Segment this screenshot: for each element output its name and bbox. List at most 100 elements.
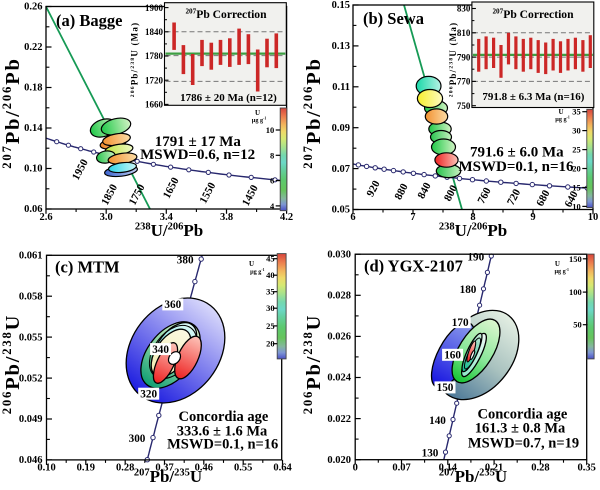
svg-text:0.14: 0.14 [439,463,458,474]
svg-text:830: 830 [457,4,471,14]
svg-text:0.14: 0.14 [24,123,43,134]
svg-text:190: 190 [467,251,484,263]
svg-text:238U/206Pb: 238U/206Pb [135,221,203,240]
svg-text:0.024: 0.024 [327,373,351,384]
svg-text:1840: 1840 [145,27,164,37]
svg-text:150: 150 [569,254,582,264]
svg-text:206Pb/238U (Ma): 206Pb/238U (Ma) [448,22,458,98]
svg-text:180: 180 [460,284,477,296]
svg-text:340: 340 [152,344,169,356]
svg-text:791.8 ± 6.3 Ma (n=16): 791.8 ± 6.3 Ma (n=16) [482,91,584,103]
svg-text:0.061: 0.061 [19,251,43,262]
svg-text:0.07: 0.07 [392,463,410,474]
svg-text:0.06: 0.06 [24,204,42,215]
svg-text:150: 150 [437,382,454,394]
svg-text:4: 4 [270,201,275,211]
svg-text:40: 40 [266,270,275,280]
svg-text:(b) Sewa: (b) Sewa [363,9,424,28]
svg-text:1786 ± 20 Ma (n=12): 1786 ± 20 Ma (n=12) [180,92,277,104]
svg-text:0.11: 0.11 [332,82,350,93]
svg-text:1660: 1660 [145,100,164,110]
svg-text:0.64: 0.64 [273,463,292,474]
svg-text:µg g-1: µg g-1 [554,268,569,275]
svg-text:U: U [555,260,560,268]
svg-text:µg g-1: µg g-1 [250,268,265,275]
svg-text:0.026: 0.026 [327,332,351,343]
svg-text:7: 7 [410,212,415,223]
svg-text:0.19: 0.19 [77,463,95,474]
svg-text:238U/206Pb: 238U/206Pb [439,221,507,240]
svg-text:Concordia age: Concordia age [477,407,567,423]
svg-text:10: 10 [588,212,599,223]
svg-text:0.21: 0.21 [485,463,503,474]
svg-text:U: U [255,109,260,117]
svg-text:750: 750 [457,101,471,111]
svg-text:0.26: 0.26 [24,2,42,13]
svg-text:207Pb/235U: 207Pb/235U [134,467,202,486]
svg-text:0.022: 0.022 [327,414,351,425]
svg-text:U: U [249,260,254,268]
svg-text:µg g-1: µg g-1 [555,116,570,123]
svg-text:10: 10 [572,201,581,211]
svg-text:(d) YGX-2107: (d) YGX-2107 [364,257,463,276]
svg-text:0.18: 0.18 [24,83,42,94]
svg-text:170: 170 [452,317,469,329]
svg-text:U: U [558,108,563,116]
svg-text:320: 320 [140,389,157,401]
svg-text:35: 35 [572,107,581,117]
svg-text:0.07: 0.07 [332,164,350,175]
svg-text:(c) MTM: (c) MTM [55,258,120,277]
svg-text:1720: 1720 [145,75,164,85]
svg-text:0: 0 [353,463,358,474]
svg-text:333.6 ± 1.6 Ma: 333.6 ± 1.6 Ma [177,423,268,439]
svg-text:206Pb/238U (Ma): 206Pb/238U (Ma) [130,22,140,98]
svg-text:MSWD=0.1, n=16: MSWD=0.1, n=16 [458,159,574,175]
svg-text:161.3 ± 0.8 Ma: 161.3 ± 0.8 Ma [475,421,566,437]
svg-text:207Pb Correction: 207Pb Correction [185,8,267,21]
svg-text:0.058: 0.058 [19,291,43,302]
svg-text:0.46: 0.46 [195,463,213,474]
svg-text:MSWD=0.6, n=12: MSWD=0.6, n=12 [140,147,255,163]
svg-text:0.055: 0.055 [19,332,43,343]
svg-text:0.10: 0.10 [24,164,42,175]
svg-text:0.030: 0.030 [327,249,351,260]
svg-text:0.049: 0.049 [19,414,43,425]
svg-text:20: 20 [572,164,581,174]
svg-text:791.6 ± 6.0 Ma: 791.6 ± 6.0 Ma [470,145,564,161]
svg-text:207Pb/235U: 207Pb/235U [439,467,507,486]
svg-text:15: 15 [572,183,581,193]
svg-text:9: 9 [530,212,535,223]
svg-text:10: 10 [266,125,275,135]
svg-text:35: 35 [266,287,275,297]
svg-text:300: 300 [129,433,146,445]
svg-text:770: 770 [457,77,471,87]
svg-text:8: 8 [470,212,475,223]
svg-text:25: 25 [572,145,581,155]
svg-text:140: 140 [429,415,446,427]
svg-text:(a) Bagge: (a) Bagge [56,11,122,30]
svg-text:0.15: 0.15 [332,0,350,11]
svg-text:50: 50 [573,320,582,330]
svg-text:130: 130 [422,447,439,459]
svg-text:380: 380 [177,254,194,266]
svg-text:45: 45 [266,254,275,264]
svg-text:790: 790 [457,52,471,62]
svg-text:30: 30 [266,303,275,313]
svg-text:30: 30 [572,126,581,136]
svg-text:25: 25 [266,321,275,331]
svg-text:0.09: 0.09 [332,123,350,134]
svg-text:0.05: 0.05 [332,205,350,216]
svg-text:810: 810 [457,28,471,38]
svg-text:0.10: 0.10 [37,463,55,474]
svg-text:207Pb Correction: 207Pb Correction [492,8,574,21]
svg-text:0.22: 0.22 [24,42,42,53]
svg-text:0.37: 0.37 [155,463,173,474]
svg-text:1791 ± 17 Ma: 1791 ± 17 Ma [155,134,242,150]
svg-text:100: 100 [569,287,582,297]
svg-text:3.4: 3.4 [160,212,174,223]
svg-text:6: 6 [350,212,355,223]
svg-text:Concordia age: Concordia age [178,409,268,425]
svg-text:20: 20 [266,339,275,349]
svg-text:0.55: 0.55 [234,463,252,474]
svg-text:1780: 1780 [145,51,164,61]
